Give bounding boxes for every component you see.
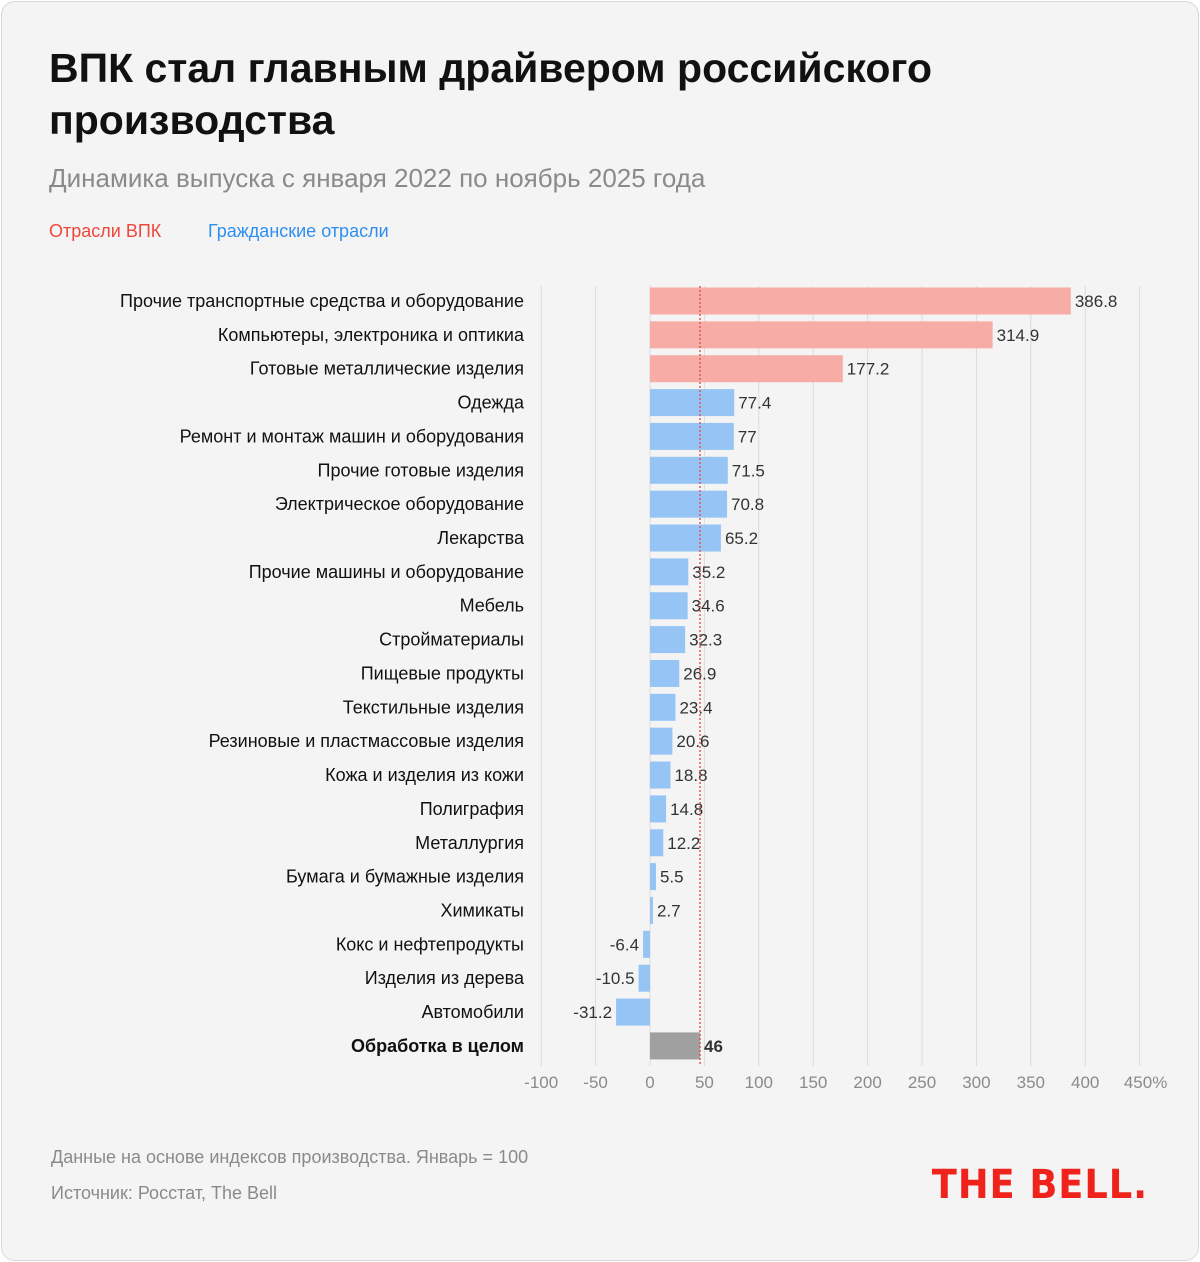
category-label: Прочие готовые изделия <box>318 460 525 480</box>
source-note: Источник: Росстат, The Bell <box>51 1183 278 1203</box>
legend-vpk: Отрасли ВПК <box>49 221 162 241</box>
bar <box>650 727 673 755</box>
bar <box>650 422 734 450</box>
value-label: 314.9 <box>997 326 1040 345</box>
footnote: Данные на основе индексов производства. … <box>51 1147 529 1167</box>
category-label: Готовые металлические изделия <box>250 359 524 379</box>
value-label: 386.8 <box>1075 292 1118 311</box>
x-tick-label: 250 <box>908 1073 936 1092</box>
category-label: Бумага и бумажные изделия <box>286 867 524 887</box>
value-label: 34.6 <box>692 597 725 616</box>
x-tick-label: 0 <box>645 1073 654 1092</box>
category-label: Пищевые продукты <box>361 663 524 683</box>
value-label: -31.2 <box>573 1003 612 1022</box>
bar <box>650 659 680 687</box>
value-label: 14.8 <box>670 800 703 819</box>
category-label: Изделия из дерева <box>365 968 525 988</box>
bar <box>650 355 843 383</box>
x-tick-label: 200 <box>853 1073 881 1092</box>
value-label: 65.2 <box>725 529 758 548</box>
value-label: 70.8 <box>731 495 764 514</box>
chart-title: ВПК стал главным драйвером российского п… <box>49 45 933 143</box>
value-label: 77 <box>738 427 757 446</box>
bar <box>650 558 689 586</box>
the-bell-logo: THE BELL. <box>931 1162 1148 1208</box>
bar <box>643 930 650 958</box>
category-label: Автомобили <box>421 1002 524 1022</box>
category-label: Текстильные изделия <box>343 697 524 717</box>
category-label: Стройматериалы <box>379 630 524 650</box>
category-label: Резиновые и пластмассовые изделия <box>209 731 524 751</box>
category-label: Компьютеры, электроника и оптикиа <box>218 325 525 345</box>
category-label: Прочие транспортные средства и оборудова… <box>120 291 524 311</box>
category-label: Металлургия <box>415 833 524 853</box>
bar <box>650 490 728 518</box>
x-tick-label: -50 <box>583 1073 608 1092</box>
value-label: 71.5 <box>732 461 765 480</box>
x-tick-label: 350 <box>1017 1073 1045 1092</box>
category-label: Электрическое оборудование <box>275 494 524 514</box>
bar <box>650 761 671 789</box>
bar <box>650 592 688 620</box>
bar <box>650 795 667 823</box>
bar <box>650 456 728 484</box>
value-label: 46 <box>704 1037 723 1056</box>
category-label: Лекарства <box>437 528 525 548</box>
value-label: 177.2 <box>847 360 890 379</box>
bar <box>650 321 993 349</box>
category-label: Одежда <box>458 393 525 413</box>
bar <box>650 1032 701 1060</box>
bar <box>650 389 735 417</box>
x-tick-label: 100 <box>745 1073 773 1092</box>
value-label: 77.4 <box>738 394 771 413</box>
bar <box>638 964 650 992</box>
bar <box>650 287 1071 315</box>
category-label: Прочие машины и оборудование <box>249 562 524 582</box>
chart-subtitle: Динамика выпуска с января 2022 по ноябрь… <box>49 163 706 193</box>
value-label: 35.2 <box>692 563 725 582</box>
value-label: 32.3 <box>689 631 722 650</box>
value-label: 23.4 <box>679 698 712 717</box>
x-tick-label: -100 <box>524 1073 558 1092</box>
value-label: 20.6 <box>676 732 709 751</box>
bar <box>650 626 686 654</box>
value-label: 18.8 <box>674 766 707 785</box>
value-label: 5.5 <box>660 868 684 887</box>
bar <box>650 524 721 552</box>
category-label: Обработка в целом <box>351 1036 524 1056</box>
x-tick-label: 400 <box>1071 1073 1099 1092</box>
category-label: Кожа и изделия из кожи <box>325 765 524 785</box>
category-label: Ремонт и монтаж машин и оборудования <box>180 426 524 446</box>
x-tick-label: 50 <box>695 1073 714 1092</box>
bar <box>616 998 650 1026</box>
category-label: Мебель <box>460 596 524 616</box>
category-label: Полиграфия <box>420 799 524 819</box>
bar <box>650 693 676 721</box>
bar <box>650 896 653 924</box>
value-label: 2.7 <box>657 901 681 920</box>
legend-civil: Гражданские отрасли <box>208 221 389 241</box>
bar <box>650 829 664 857</box>
value-label: 12.2 <box>667 834 700 853</box>
x-tick-label: 300 <box>962 1073 990 1092</box>
value-label: -6.4 <box>610 935 639 954</box>
x-tick-label: 450% <box>1124 1073 1167 1092</box>
category-label: Химикаты <box>440 900 524 920</box>
category-label: Кокс и нефтепродукты <box>336 934 524 954</box>
x-tick-label: 150 <box>799 1073 827 1092</box>
value-label: -10.5 <box>596 969 635 988</box>
bar <box>650 863 656 891</box>
value-label: 26.9 <box>683 664 716 683</box>
